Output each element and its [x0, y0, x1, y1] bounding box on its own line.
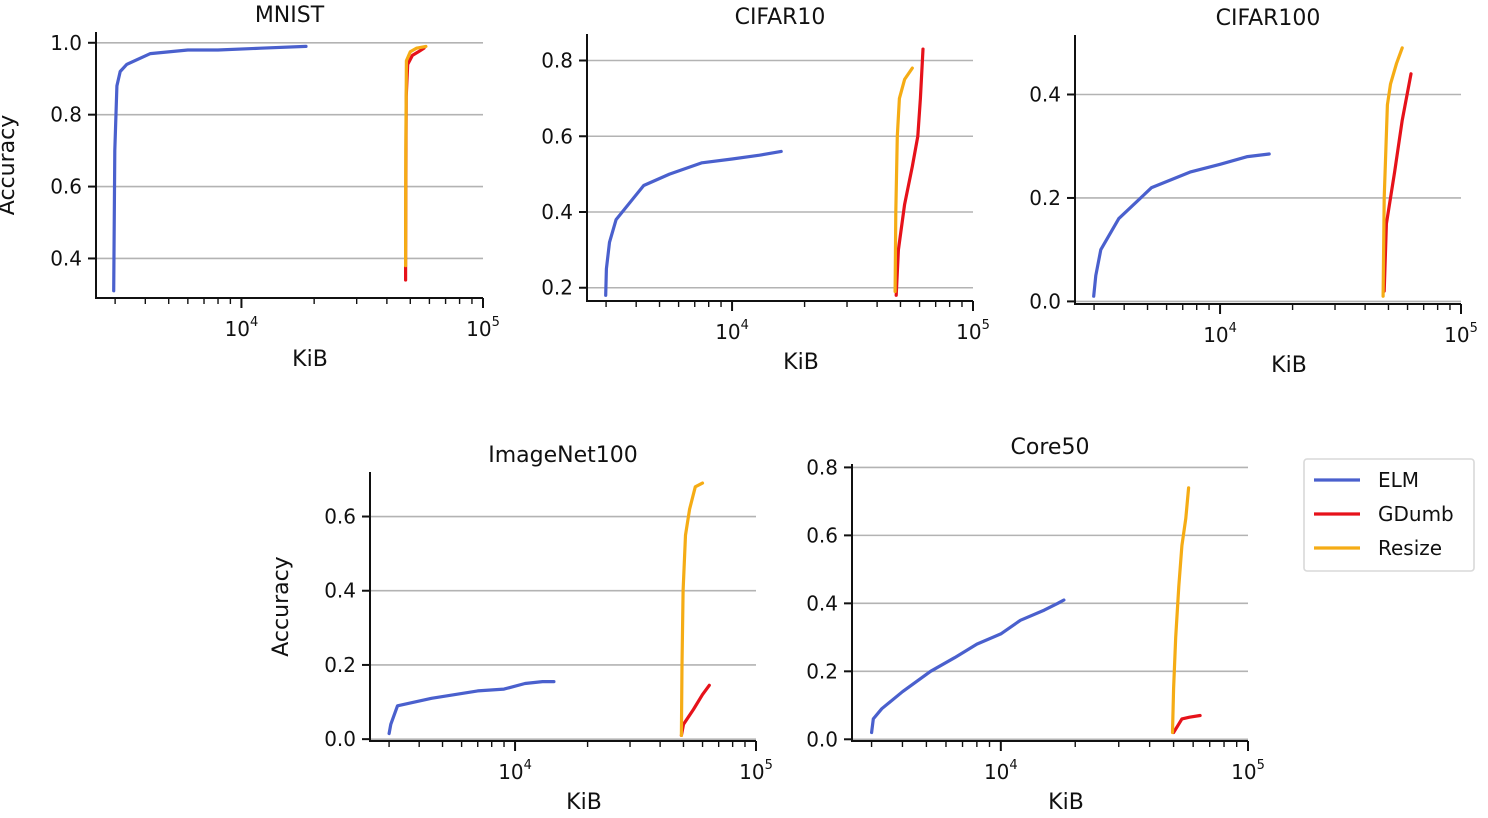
cifar10-xlabel: KiB	[783, 350, 819, 375]
legend-label-gdumb: GDumb	[1378, 502, 1454, 526]
mnist-ytick-label: 0.8	[50, 103, 82, 127]
imagenet100-xlabel: KiB	[566, 790, 602, 815]
cifar10-series-resize	[893, 66, 914, 294]
imagenet100-ylabel: Accuracy	[269, 556, 294, 656]
legend-label-resize: Resize	[1378, 536, 1442, 560]
cifar10-ytick-label: 0.8	[541, 49, 573, 73]
cifar100-series-gdumb	[1382, 72, 1413, 293]
mnist-xtick-label: 105	[466, 315, 500, 341]
mnist-ytick-label: 0.4	[50, 246, 82, 270]
cifar100-ytick-label: 0.2	[1029, 186, 1061, 210]
core50-ytick-label: 0.2	[806, 659, 838, 683]
imagenet100-xtick-label: 104	[498, 758, 532, 784]
core50-ytick-label: 0.4	[806, 591, 838, 615]
imagenet100-series-gdumb	[679, 683, 711, 738]
imagenet100-series-elm	[387, 679, 556, 736]
imagenet100-ytick-label: 0.0	[324, 727, 356, 751]
imagenet100-ytick-label: 0.2	[324, 653, 356, 677]
mnist-xtick-label: 104	[225, 315, 259, 341]
cifar10-series-elm	[604, 149, 783, 297]
legend-label-elm: ELM	[1378, 468, 1419, 492]
imagenet100-ytick-label: 0.6	[324, 505, 356, 529]
mnist-xlabel: KiB	[292, 347, 328, 372]
cifar10-series-gdumb	[894, 47, 925, 297]
cifar10-ytick-label: 0.6	[541, 124, 573, 148]
cifar100-title: CIFAR100	[1216, 6, 1321, 31]
legend: ELM GDumb Resize	[1303, 458, 1475, 572]
core50-ytick-label: 0.8	[806, 455, 838, 479]
mnist-series-elm	[112, 44, 308, 293]
cifar100-xlabel: KiB	[1271, 353, 1307, 378]
chart-cifar100: CIFAR100 0.0 0.2 0.4 104 105 KiB	[1029, 6, 1478, 378]
mnist-series-resize	[404, 44, 428, 268]
cifar100-xtick-label: 104	[1203, 321, 1237, 347]
cifar100-ytick-label: 0.4	[1029, 82, 1061, 106]
imagenet100-title: ImageNet100	[488, 443, 638, 468]
chart-imagenet100: ImageNet100 0.0 0.2 0.4 0.6 104 105 KiB Accuracy	[269, 443, 773, 815]
cifar10-xtick-label: 104	[715, 318, 749, 344]
core50-series-resize	[1170, 486, 1191, 735]
chart-cifar10: CIFAR10 0.2 0.4 0.6 0.8 104 105 KiB	[541, 5, 990, 375]
cifar100-series-resize	[1381, 46, 1404, 298]
core50-xtick-label: 105	[1231, 758, 1265, 784]
core50-xlabel: KiB	[1048, 790, 1084, 815]
chart-core50: Core50 0.0 0.2 0.4 0.6 0.8 104 105 KiB	[806, 435, 1265, 815]
cifar100-xtick-label: 105	[1444, 321, 1478, 347]
mnist-ylabel: Accuracy	[0, 115, 20, 215]
core50-ytick-label: 0.6	[806, 523, 838, 547]
chart-mnist: MNIST 0.4 0.6 0.8 1.0 104 105 KiB Accuracy	[0, 3, 500, 372]
mnist-title: MNIST	[255, 3, 325, 28]
core50-ytick-label: 0.0	[806, 727, 838, 751]
cifar100-series-elm	[1092, 152, 1271, 298]
core50-series-gdumb	[1171, 713, 1202, 735]
cifar10-ytick-label: 0.2	[541, 276, 573, 300]
chart-panels: MNIST 0.4 0.6 0.8 1.0 104 105 KiB Accuracy CIFAR1…	[0, 3, 1478, 815]
legend-frame	[1303, 458, 1475, 572]
cifar10-title: CIFAR10	[735, 5, 826, 30]
imagenet100-xtick-label: 105	[739, 758, 773, 784]
mnist-ytick-label: 1.0	[50, 31, 82, 55]
mnist-series-gdumb	[404, 46, 426, 282]
imagenet100-series-resize	[679, 481, 705, 738]
core50-series-elm	[869, 598, 1066, 735]
cifar10-ytick-label: 0.4	[541, 200, 573, 224]
imagenet100-ytick-label: 0.4	[324, 579, 356, 603]
core50-title: Core50	[1011, 435, 1090, 460]
cifar100-ytick-label: 0.0	[1029, 289, 1061, 313]
mnist-ytick-label: 0.6	[50, 175, 82, 199]
cifar10-xtick-label: 105	[956, 318, 990, 344]
core50-xtick-label: 104	[984, 758, 1018, 784]
